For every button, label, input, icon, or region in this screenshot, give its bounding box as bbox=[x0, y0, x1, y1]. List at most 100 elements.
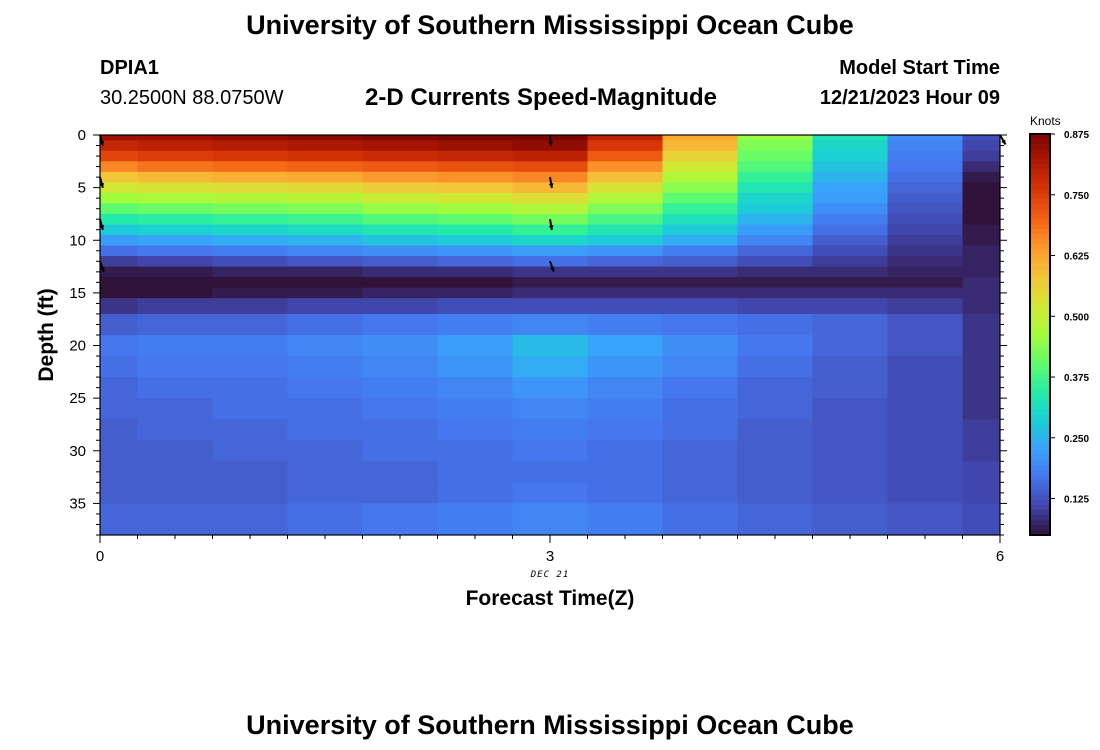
current-vector-arrow bbox=[548, 134, 553, 147]
heatmap-cell bbox=[437, 377, 514, 399]
heatmap-cell bbox=[962, 287, 1000, 299]
colorbar-segment bbox=[1030, 529, 1050, 536]
colorbar-segment bbox=[1030, 369, 1050, 376]
heatmap-cell bbox=[100, 356, 139, 378]
station-id: DPIA1 bbox=[100, 57, 159, 79]
heatmap-cell bbox=[887, 135, 964, 141]
heatmap-cell bbox=[137, 150, 214, 162]
colorbar-segment bbox=[1030, 214, 1050, 220]
heatmap-cell bbox=[887, 235, 964, 247]
heatmap-cell bbox=[812, 266, 889, 278]
heatmap-cell bbox=[212, 182, 289, 194]
heatmap-cell bbox=[437, 482, 514, 505]
heatmap-cell bbox=[137, 266, 214, 278]
heatmap-cell bbox=[662, 266, 739, 278]
colorbar-segment bbox=[1030, 284, 1050, 290]
heatmap-cell bbox=[737, 313, 814, 336]
colorbar-segment bbox=[1030, 349, 1050, 356]
heatmap-cell bbox=[362, 224, 439, 236]
colorbar-segment bbox=[1030, 244, 1050, 250]
heatmap-cell bbox=[587, 377, 664, 399]
heatmap-cell bbox=[437, 298, 514, 315]
y-axis-label: Depth (ft) bbox=[35, 288, 58, 381]
heatmap-cell bbox=[662, 377, 739, 399]
x-tick-label: 6 bbox=[996, 548, 1004, 565]
colorbar-segment bbox=[1030, 254, 1050, 260]
current-vectors bbox=[99, 134, 1007, 272]
heatmap-cell bbox=[587, 277, 664, 289]
heatmap-cell bbox=[100, 171, 139, 183]
colorbar-segment bbox=[1030, 169, 1050, 175]
colorbar-tick-label: 0.125 bbox=[1064, 495, 1089, 506]
y-tick-label: 20 bbox=[69, 338, 86, 355]
heatmap-cell bbox=[962, 235, 1000, 247]
heatmap-cell bbox=[287, 503, 364, 526]
y-tick-label: 25 bbox=[69, 390, 86, 407]
heatmap-cell bbox=[100, 224, 139, 236]
heatmap-cell bbox=[212, 377, 289, 399]
heatmap-cell bbox=[287, 298, 364, 315]
colorbar-segment bbox=[1030, 209, 1050, 215]
heatmap-cell bbox=[587, 245, 664, 257]
heatmap-cell bbox=[512, 398, 589, 420]
heatmap-cell bbox=[137, 256, 214, 268]
heatmap-cell bbox=[437, 277, 514, 289]
heatmap-cell bbox=[512, 335, 589, 357]
heatmap-cell bbox=[212, 224, 289, 236]
heatmap-cell bbox=[662, 235, 739, 247]
colorbar-segment bbox=[1030, 414, 1050, 421]
heatmap-cell bbox=[512, 440, 589, 462]
heatmap-cell bbox=[287, 440, 364, 462]
heatmap-cell bbox=[137, 335, 214, 357]
heatmap-cell bbox=[437, 313, 514, 336]
heatmap-cell bbox=[437, 140, 514, 152]
heatmap-cell bbox=[137, 503, 214, 526]
colorbar-segment bbox=[1030, 179, 1050, 185]
heatmap-cell bbox=[887, 224, 964, 236]
heatmap-cell bbox=[737, 287, 814, 299]
heatmap-cell bbox=[587, 235, 664, 247]
heatmap-cell bbox=[137, 135, 214, 141]
heatmap-cell bbox=[512, 277, 589, 289]
colorbar-segment bbox=[1030, 239, 1050, 245]
x-date-label: DEC 21 bbox=[530, 570, 570, 580]
heatmap-cell bbox=[512, 503, 589, 526]
heatmap-cell bbox=[137, 235, 214, 247]
heatmap-cell bbox=[287, 171, 364, 183]
colorbar-segment bbox=[1030, 479, 1050, 486]
heatmap-cell bbox=[212, 140, 289, 152]
heatmap-cell bbox=[737, 298, 814, 315]
heatmap-cell bbox=[887, 140, 964, 152]
heatmap-cell bbox=[100, 461, 139, 483]
colorbar-segment bbox=[1030, 379, 1050, 386]
heatmap-cell bbox=[662, 213, 739, 226]
heatmap-cell bbox=[137, 356, 214, 378]
colorbar-segment bbox=[1030, 309, 1050, 316]
heatmap-cell bbox=[287, 256, 364, 268]
colorbar-segment bbox=[1030, 354, 1050, 361]
heatmap-cell bbox=[962, 440, 1000, 462]
heatmap-cell bbox=[737, 182, 814, 194]
heatmap-cell bbox=[962, 213, 1000, 226]
heatmap-cell bbox=[812, 245, 889, 257]
heatmap-cell bbox=[437, 287, 514, 299]
heatmap-cell bbox=[287, 287, 364, 299]
heatmap-cell bbox=[812, 377, 889, 399]
heatmap-cell bbox=[437, 398, 514, 420]
heatmap-cell bbox=[962, 266, 1000, 278]
heatmap-cell bbox=[737, 356, 814, 378]
heatmap-cell bbox=[362, 213, 439, 226]
heatmap-cell bbox=[737, 203, 814, 215]
heatmap-cell bbox=[212, 298, 289, 315]
heatmap-cell bbox=[962, 298, 1000, 315]
colorbar-segment bbox=[1030, 344, 1050, 351]
colorbar-segment bbox=[1030, 454, 1050, 461]
heatmap-cell bbox=[737, 277, 814, 289]
heatmap-cell bbox=[100, 313, 139, 336]
heatmap-cell bbox=[437, 356, 514, 378]
heatmap-cell bbox=[512, 161, 589, 173]
colorbar-segment bbox=[1030, 259, 1050, 265]
heatmap-cell bbox=[812, 524, 889, 535]
heatmap-cell bbox=[362, 461, 439, 483]
